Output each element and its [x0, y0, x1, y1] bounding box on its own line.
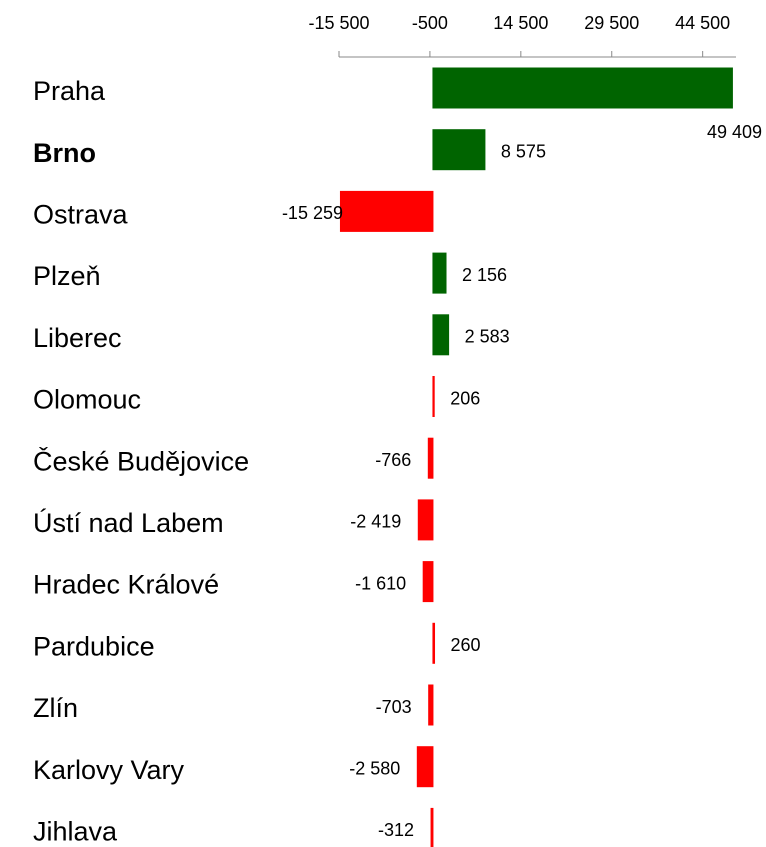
value-label: -1 610: [355, 573, 406, 593]
x-tick-label: -15 500: [308, 13, 369, 33]
bar: [428, 684, 434, 726]
category-label: Plzeň: [33, 261, 101, 291]
category-label: Olomouc: [33, 385, 141, 415]
x-tick-label: 44 500: [675, 13, 730, 33]
x-tick-label: -500: [412, 13, 448, 33]
category-label: Zlín: [33, 693, 78, 723]
bar: [427, 437, 434, 479]
value-label: -15 259: [282, 203, 343, 223]
value-label: 2 583: [465, 327, 510, 347]
category-label: Hradec Králové: [33, 570, 219, 600]
bar: [432, 67, 733, 109]
value-label: -2 419: [350, 512, 401, 532]
value-label: -766: [375, 450, 411, 470]
bar: [432, 129, 486, 171]
category-label: České Budějovice: [33, 445, 249, 476]
value-label: 260: [451, 635, 481, 655]
value-label: 2 156: [462, 265, 507, 285]
bar: [422, 561, 434, 603]
category-label: Ústí nad Labem: [33, 507, 224, 538]
bar: [432, 622, 436, 664]
category-label: Jihlava: [33, 817, 118, 847]
bar: [339, 190, 434, 232]
value-label: -2 580: [349, 758, 400, 778]
value-label: -312: [378, 820, 414, 840]
value-label: 8 575: [501, 141, 546, 161]
bar: [430, 807, 434, 847]
category-label: Brno: [33, 138, 96, 168]
category-label: Ostrava: [33, 200, 129, 230]
category-label: Liberec: [33, 323, 122, 353]
x-tick-label: 29 500: [584, 13, 639, 33]
category-label: Karlovy Vary: [33, 755, 185, 785]
bar: [432, 376, 435, 417]
category-label: Pardubice: [33, 631, 155, 661]
bar: [416, 746, 434, 788]
bar: [432, 314, 450, 356]
x-tick-label: 14 500: [493, 13, 548, 33]
bar: [417, 499, 434, 541]
bar: [432, 252, 447, 294]
value-label: 206: [450, 388, 480, 408]
value-label: 49 409: [707, 122, 762, 142]
category-label: Praha: [33, 76, 106, 106]
value-label: -703: [376, 697, 412, 717]
